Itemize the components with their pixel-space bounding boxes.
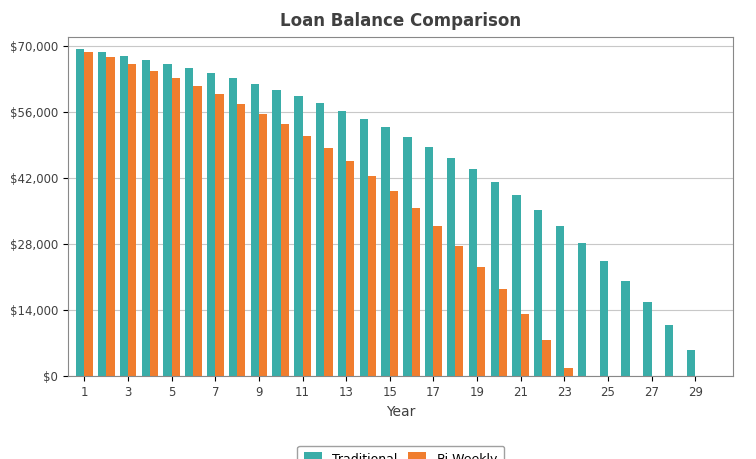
Bar — [207, 73, 215, 376]
Bar — [469, 169, 477, 376]
X-axis label: Year: Year — [386, 405, 415, 419]
Bar — [513, 196, 521, 376]
Bar — [621, 281, 630, 376]
Bar — [272, 90, 280, 376]
Bar — [411, 208, 420, 376]
Bar — [556, 226, 564, 376]
Bar — [172, 78, 180, 376]
Bar — [425, 147, 433, 376]
Bar — [665, 325, 674, 376]
Bar — [447, 157, 455, 376]
Title: Loan Balance Comparison: Loan Balance Comparison — [280, 11, 521, 30]
Bar — [643, 302, 652, 376]
Bar — [302, 136, 311, 376]
Bar — [455, 246, 463, 376]
Bar — [229, 78, 237, 376]
Bar — [346, 162, 355, 376]
Bar — [237, 104, 246, 376]
Bar — [294, 96, 302, 376]
Bar — [150, 71, 158, 376]
Bar — [578, 243, 586, 376]
Bar — [499, 289, 507, 376]
Bar — [163, 64, 172, 376]
Bar — [76, 49, 85, 376]
Bar — [360, 118, 368, 376]
Bar — [106, 57, 114, 376]
Bar — [280, 124, 289, 376]
Bar — [477, 267, 485, 376]
Bar — [403, 137, 411, 376]
Bar — [259, 113, 267, 376]
Bar — [185, 68, 194, 376]
Bar — [215, 95, 224, 376]
Bar — [600, 261, 608, 376]
Bar — [390, 191, 398, 376]
Bar — [141, 60, 150, 376]
Bar — [564, 368, 572, 376]
Bar — [338, 111, 346, 376]
Bar — [316, 103, 324, 376]
Bar — [98, 52, 106, 376]
Bar — [491, 182, 499, 376]
Bar — [119, 56, 128, 376]
Bar — [85, 51, 93, 376]
Bar — [250, 84, 259, 376]
Bar — [687, 350, 696, 376]
Bar — [368, 176, 376, 376]
Bar — [128, 64, 136, 376]
Bar — [543, 340, 551, 376]
Bar — [433, 226, 442, 376]
Bar — [534, 210, 543, 376]
Bar — [521, 313, 529, 376]
Legend: Traditional, Bi-Weekly: Traditional, Bi-Weekly — [297, 446, 504, 459]
Bar — [382, 127, 390, 376]
Bar — [324, 148, 333, 376]
Bar — [194, 86, 202, 376]
